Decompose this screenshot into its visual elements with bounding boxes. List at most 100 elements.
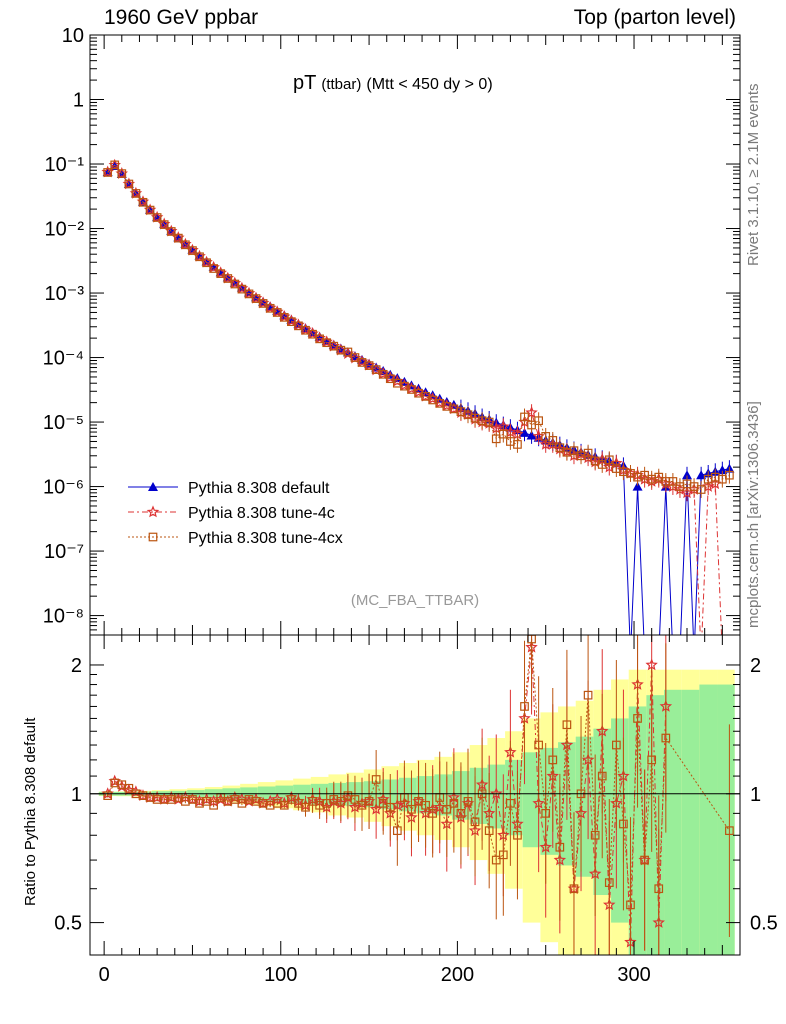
band-inner	[628, 706, 647, 955]
uncertainty-bands	[98, 669, 735, 955]
ratio-tick-label-right: 2	[750, 655, 761, 677]
data-point	[159, 220, 169, 229]
data-point	[131, 189, 141, 198]
legend-marker	[146, 505, 160, 518]
band-inner	[681, 689, 700, 955]
data-point	[491, 855, 501, 865]
data-point	[590, 830, 600, 840]
y-tick-label: 10⁻¹	[45, 154, 85, 176]
data-point	[343, 347, 353, 357]
header-right: Top (parton level)	[573, 6, 736, 29]
series-1	[102, 161, 735, 635]
ratio-series-2	[103, 635, 734, 955]
chart-title: pT (ttbar) (Mtt < 450 dy > 0)	[293, 72, 493, 94]
data-point	[548, 755, 558, 765]
x-tick-label: 0	[99, 964, 110, 986]
data-point	[301, 802, 310, 812]
data-point	[272, 308, 282, 317]
data-point	[520, 412, 529, 422]
data-point	[117, 169, 127, 178]
ratio-y-axis-label: Ratio to Pythia 8.308 default	[22, 717, 39, 906]
y-tick-label: 10⁻²	[45, 219, 85, 241]
data-point	[470, 817, 480, 827]
data-point	[562, 720, 572, 730]
data-point	[555, 842, 565, 852]
data-point	[555, 443, 565, 453]
data-point	[626, 900, 635, 910]
series-line	[107, 164, 730, 491]
ratio-panel: 0 100 200 300 0.5 0.5 1 1 2 2	[54, 634, 778, 986]
data-point	[526, 430, 537, 440]
data-point	[230, 279, 240, 289]
data-point	[385, 374, 395, 384]
data-point	[569, 446, 579, 456]
data-point	[463, 797, 473, 806]
data-point	[209, 264, 218, 273]
band-inner	[522, 752, 541, 848]
data-point	[604, 455, 614, 465]
band-inner	[717, 684, 735, 955]
watermark: (MC_FBA_TTBAR)	[351, 592, 479, 609]
data-point	[583, 448, 593, 458]
data-point	[202, 258, 211, 268]
data-point	[216, 269, 226, 278]
data-point	[364, 797, 374, 806]
data-point	[456, 809, 466, 818]
data-point	[258, 299, 268, 308]
y-tick-label: 10	[62, 25, 84, 47]
data-point	[110, 160, 120, 170]
series-3	[103, 160, 734, 498]
data-point	[506, 798, 515, 808]
data-point	[498, 850, 508, 860]
y-tick-label: 10⁻⁴	[43, 348, 84, 370]
data-point	[534, 416, 543, 426]
data-point	[378, 369, 388, 379]
data-point	[583, 690, 593, 700]
ratio-tick-label-right: 1	[750, 784, 761, 806]
data-point	[209, 800, 218, 810]
data-point	[520, 702, 529, 711]
data-point	[195, 252, 204, 262]
header-left: 1960 GeV ppbar	[104, 6, 259, 29]
data-point	[498, 429, 508, 439]
x-tick-label: 100	[264, 964, 297, 986]
data-point	[124, 179, 134, 189]
ratio-tick-label: 1	[71, 784, 82, 806]
data-point	[152, 213, 162, 222]
data-point	[725, 470, 734, 480]
data-point	[597, 460, 607, 469]
series-line	[107, 164, 723, 635]
y-tick-label: 10⁻⁶	[43, 477, 84, 499]
data-point	[491, 434, 501, 444]
data-point	[392, 826, 402, 836]
data-point	[421, 800, 430, 810]
data-point	[645, 658, 658, 671]
data-point	[350, 795, 360, 804]
data-point	[449, 798, 459, 808]
data-point	[181, 240, 190, 250]
data-point	[680, 486, 694, 499]
data-point	[385, 369, 396, 379]
legend-label: Pythia 8.308 tune-4c	[188, 505, 335, 522]
data-point	[632, 481, 643, 491]
data-point	[294, 321, 303, 331]
band-inner	[699, 684, 718, 955]
y-tick-label: 10⁻⁸	[43, 606, 84, 628]
data-point	[484, 826, 494, 836]
data-point	[513, 830, 522, 840]
data-point	[619, 819, 628, 829]
data-point	[668, 477, 678, 486]
data-point	[654, 884, 664, 894]
ratio-line	[107, 647, 667, 943]
data-point	[525, 406, 538, 418]
ratio-tick-label: 2	[71, 655, 82, 677]
x-tick-label: 200	[441, 964, 474, 986]
band-inner	[575, 736, 594, 877]
data-point	[188, 246, 197, 255]
series-2	[101, 158, 723, 635]
data-point	[251, 294, 261, 303]
data-point	[371, 365, 381, 374]
band-inner	[664, 689, 682, 955]
data-point	[702, 480, 715, 492]
